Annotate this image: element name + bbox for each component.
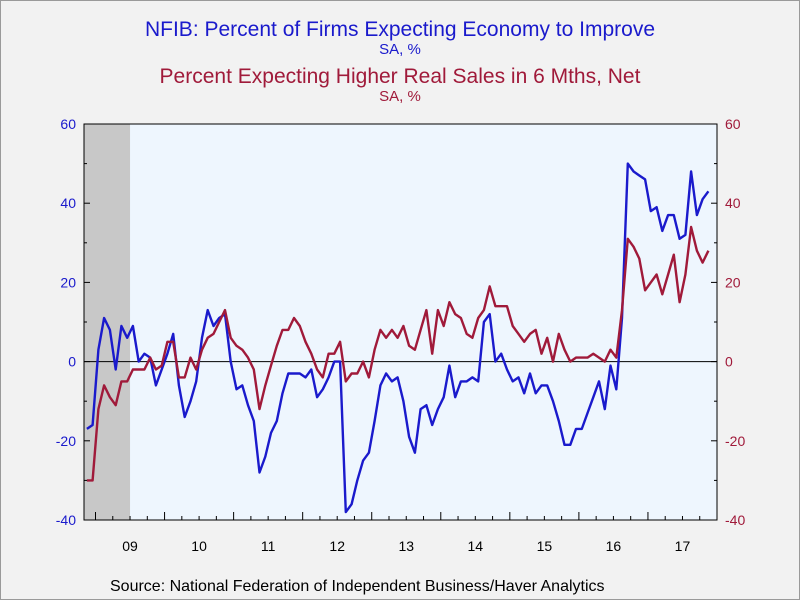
y-right-tick-label: -20 xyxy=(725,433,745,449)
y-left-tick-label: 40 xyxy=(60,195,76,211)
y-right-tick-label: 0 xyxy=(725,354,733,370)
y-left-tick-label: 0 xyxy=(68,354,76,370)
series-line-higher-sales xyxy=(86,225,710,482)
y-right-tick-label: 20 xyxy=(725,274,741,290)
y-right-tick-label: 40 xyxy=(725,195,741,211)
x-tick-label: 16 xyxy=(606,538,622,554)
y-left-tick-label: 20 xyxy=(60,274,76,290)
y-left-tick-label: -20 xyxy=(56,433,76,449)
x-tick-label: 09 xyxy=(122,538,138,554)
x-tick-label: 14 xyxy=(468,538,484,554)
x-tick-label: 10 xyxy=(191,538,207,554)
x-tick-label: 11 xyxy=(261,538,276,554)
chart-title-2-units: SA, % xyxy=(379,88,421,105)
x-tick-label: 13 xyxy=(398,538,414,554)
x-tick-label: 12 xyxy=(329,538,345,554)
chart-title: NFIB: Percent of Firms Expecting Economy… xyxy=(144,18,655,41)
y-left-tick-label: 60 xyxy=(60,116,76,132)
x-tick-label: 17 xyxy=(675,538,691,554)
y-left-tick-label: -40 xyxy=(56,512,76,528)
plot-area xyxy=(84,124,717,520)
y-right-tick-label: 60 xyxy=(725,116,741,132)
chart-title-units: SA, % xyxy=(379,41,421,58)
series-line-economy-improve xyxy=(86,162,710,514)
chart-title-2: Percent Expecting Higher Real Sales in 6… xyxy=(159,65,641,88)
y-right-tick-label: -40 xyxy=(725,512,745,528)
source-note: Source: National Federation of Independe… xyxy=(110,578,605,595)
x-tick-label: 15 xyxy=(537,538,553,554)
